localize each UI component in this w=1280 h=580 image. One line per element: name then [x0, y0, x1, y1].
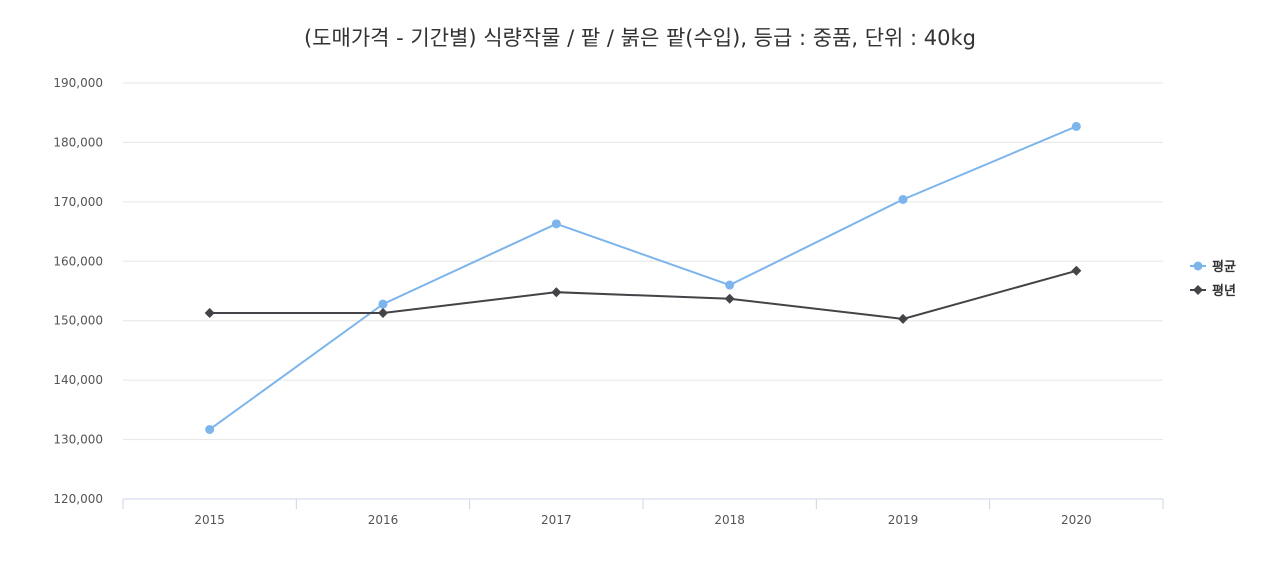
- x-tick-label: 2016: [368, 513, 399, 527]
- data-point[interactable]: [725, 280, 735, 290]
- x-tick-label: 2018: [714, 513, 745, 527]
- legend-marker: [1193, 285, 1203, 295]
- series-line-1: [209, 269, 1077, 320]
- y-tick-label: 140,000: [53, 373, 103, 387]
- legend-marker: [1193, 261, 1203, 271]
- y-tick-label: 130,000: [53, 433, 103, 447]
- data-point[interactable]: [1071, 265, 1082, 276]
- legend-label: 평년: [1212, 283, 1236, 299]
- y-tick-label: 120,000: [53, 492, 103, 506]
- y-tick-label: 170,000: [53, 195, 103, 209]
- x-tick-label: 2015: [194, 513, 225, 527]
- x-tick-label: 2017: [541, 513, 572, 527]
- data-point[interactable]: [898, 313, 908, 324]
- x-tick-label: 2019: [888, 513, 919, 527]
- data-point[interactable]: [724, 293, 735, 304]
- x-axis: 2015 2016 2017 2018 2019 2020: [122, 498, 1164, 527]
- series-line-0: [209, 125, 1077, 431]
- data-point[interactable]: [205, 424, 215, 434]
- legend-label: 평균: [1212, 259, 1236, 275]
- data-point[interactable]: [898, 194, 908, 204]
- data-point[interactable]: [551, 287, 562, 298]
- data-point[interactable]: [1071, 121, 1081, 131]
- chart-title: (도매가격 - 기간별) 식량작물 / 팥 / 붉은 팥(수입), 등급 : 중…: [303, 26, 977, 50]
- x-tick-label: 2020: [1061, 513, 1092, 527]
- y-tick-label: 150,000: [53, 314, 103, 328]
- data-point[interactable]: [551, 219, 561, 229]
- series-group: [204, 121, 1082, 434]
- y-tick-label: 190,000: [53, 76, 103, 90]
- y-tick-label: 180,000: [53, 135, 103, 149]
- gridlines: [123, 82, 1163, 441]
- y-axis-ticks: 120,000 130,000 140,000 150,000 160,000 170,0…: [53, 76, 103, 506]
- legend-item[interactable]: 평년: [1190, 283, 1236, 299]
- data-point[interactable]: [378, 307, 388, 318]
- data-point[interactable]: [204, 307, 215, 318]
- legend-item[interactable]: 평균: [1190, 259, 1236, 275]
- y-tick-label: 160,000: [53, 254, 103, 268]
- data-point[interactable]: [378, 299, 388, 309]
